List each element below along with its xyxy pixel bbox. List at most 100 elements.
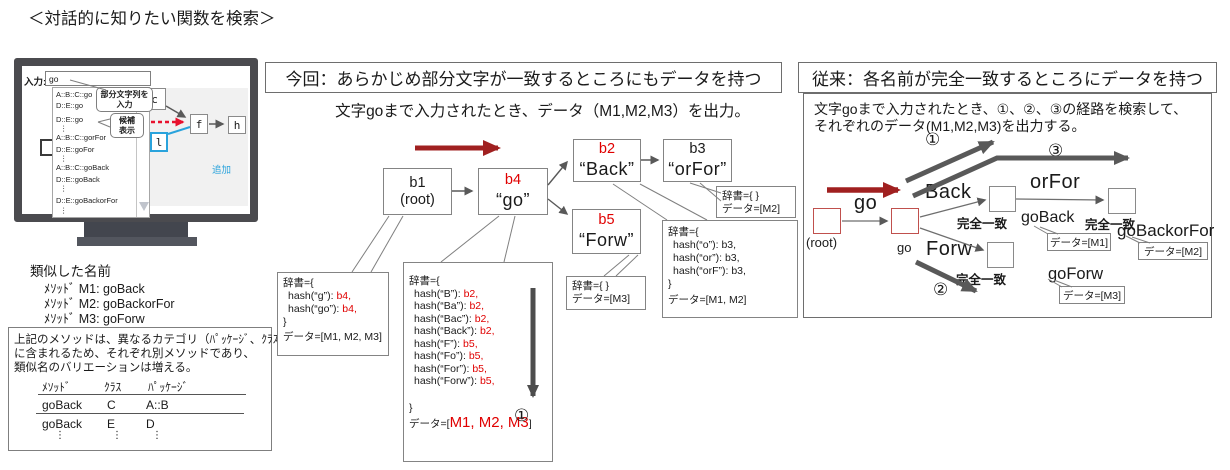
monitor-stand-neck <box>84 222 188 237</box>
dict-close: } <box>409 401 413 414</box>
dict-key: hash(“go”): <box>288 303 343 315</box>
dict-key: hash(“Ba”): <box>414 300 470 312</box>
node-b4-id: b4 <box>504 172 522 188</box>
list-item[interactable]: A::B::C::go <box>56 90 93 99</box>
scrollbar-track[interactable] <box>136 88 137 217</box>
b4-callout-tail <box>440 215 500 263</box>
node-b3-id: b3 <box>689 141 706 157</box>
dict-key: hash(“F”): <box>414 337 464 350</box>
similar-names-title: 類似した名前 <box>30 264 111 279</box>
dict-value: b3, <box>731 265 746 277</box>
dict-line: データ=[M3] <box>572 293 631 305</box>
dict-close: } <box>668 278 672 290</box>
node-b5: b5 “Forw” <box>572 209 641 254</box>
node-b1-label: (root) <box>400 191 435 208</box>
dict-value: b3, <box>724 252 740 264</box>
table-header: ﾒｿｯﾄﾞ <box>42 382 71 394</box>
edge-label-go: go <box>854 192 878 214</box>
list-item[interactable]: D::E::goBackorFor <box>56 196 118 205</box>
table-cell: goBack <box>42 417 83 431</box>
dict-key: hash(“or”): <box>673 252 725 264</box>
table-cell: ⋮ <box>112 430 122 441</box>
data-callout-m3: データ=[M3] <box>1059 286 1125 304</box>
b1-callout-tail <box>370 215 404 273</box>
dict-data-values: M1, M2, M3 <box>449 414 529 431</box>
node-b5-label: “Forw” <box>579 230 634 250</box>
dict-data-suffix: ] <box>528 418 532 430</box>
list-ellipsis: ⋮ <box>60 154 68 163</box>
note-line: 上記のメソッドは、異なるカテゴリ（ﾊﾟｯｹｰｼﾞ、ｸﾗｽ） <box>14 334 290 346</box>
list-item[interactable]: A::B::C::gorFor <box>56 133 107 142</box>
dict-open: 辞書={ <box>668 226 699 238</box>
dict-key: hash(“Back”): <box>414 325 480 337</box>
name-goforw: goForw <box>1048 265 1104 283</box>
callout-partial-line2: 入力 <box>116 99 133 109</box>
dict-value: b2, <box>479 325 495 337</box>
list-item[interactable]: D::E::goFor <box>56 145 95 154</box>
conv-root-label: (root) <box>806 235 838 250</box>
node-b2: b2 “Back” <box>573 139 641 182</box>
add-link[interactable]: 追加 <box>212 165 232 176</box>
table-header: ｸﾗｽ <box>104 382 122 394</box>
dict-key: hash(“o”): <box>673 239 722 251</box>
trie-node-f-label: f <box>195 117 203 131</box>
list-ellipsis: ⋮ <box>60 206 68 215</box>
dict-value: b2, <box>463 287 479 300</box>
edge-label-orfor: orFor <box>1030 171 1081 193</box>
conv-node-go <box>891 208 919 234</box>
callout-candidates-line1: 候補 <box>119 116 135 125</box>
right-header-text: 従来：各名前が完全一致するところにデータを持つ <box>812 70 1203 89</box>
node-b5-id: b5 <box>598 212 615 228</box>
b2-callout-tail <box>639 183 708 221</box>
node-b1-id: b1 <box>409 174 426 191</box>
dict-value: b2, <box>474 312 490 325</box>
data-callout-m1: データ=[M1] <box>1047 233 1111 251</box>
page-title: ＜対話的に知りたい関数を検索＞ <box>28 10 276 28</box>
name-goback: goBack <box>1021 209 1075 226</box>
b3-dict-callout: 辞書={ } データ=[M2] <box>716 186 796 218</box>
list-item[interactable]: A::B::C::goBack <box>56 163 109 172</box>
conv-node-goback <box>989 186 1016 212</box>
list-item[interactable]: D::E::goBack <box>56 175 100 184</box>
table-rule <box>36 413 244 414</box>
note-line: に含まれるため、それぞれ別メソッドであり、 <box>14 348 255 360</box>
trie-node-f: f <box>190 114 208 134</box>
table-cell: C <box>107 398 116 412</box>
input-label: 入力: <box>24 77 47 88</box>
right-header-box: 従来：各名前が完全一致するところにデータを持つ <box>798 62 1217 93</box>
table-cell: E <box>107 417 116 431</box>
dict-value: b5, <box>472 362 487 375</box>
callout-candidates: 候補 表示 <box>110 113 144 138</box>
dict-key: hash(“B”): <box>414 287 464 300</box>
trie-node-l-label: l <box>155 135 163 149</box>
dict-line: 辞書={ } <box>722 190 760 202</box>
similar-name-item: ﾒｿｯﾄﾞ M1: goBack <box>44 282 145 296</box>
trie-node-c-label: c <box>151 92 158 106</box>
dict-value: b2, <box>469 300 485 312</box>
conv-node-go-label: go <box>897 240 912 255</box>
trie-node-h: h <box>228 116 246 134</box>
note-line: 類似名のバリエーションは増える。 <box>14 362 198 374</box>
b1-dict-callout: 辞書={ hash(“g”): b4, hash(“go”): b4, } デー… <box>277 272 389 356</box>
table-cell: ⋮ <box>55 430 65 441</box>
dict-data: データ=[M1, M2] <box>668 294 747 306</box>
right-subtitle-line1: 文字goまで入力されたとき、①、②、③の経路を検索して、 <box>814 101 1188 117</box>
list-item[interactable]: D::E::go <box>56 101 84 110</box>
exact-match-label: 完全一致 <box>957 217 1008 231</box>
search-input[interactable]: go <box>45 71 151 86</box>
monitor-stand-base <box>77 237 197 246</box>
middle-header-box: 今回：あらかじめ部分文字が一致するところにもデータを持つ <box>265 62 782 93</box>
edge-label-back: Back <box>925 181 972 203</box>
dict-open: 辞書={ <box>409 275 440 287</box>
table-rule <box>38 394 246 395</box>
dict-key: hash(“Bac”): <box>414 312 475 325</box>
dict-value: b5, <box>479 375 495 387</box>
dict-data: データ=[M1, M2, M3] <box>283 331 382 343</box>
dict-close: } <box>283 316 287 328</box>
similar-name-item: ﾒｿｯﾄﾞ M2: goBackorFor <box>44 297 175 311</box>
dict-value: b5, <box>468 350 484 362</box>
callout-partial-line1: 部分文字列を <box>100 90 149 99</box>
b4-dict-callout: 辞書={ hash(“B”): b2, hash(“Ba”): b2, hash… <box>403 262 553 462</box>
list-item[interactable]: D::E::go <box>56 115 84 124</box>
